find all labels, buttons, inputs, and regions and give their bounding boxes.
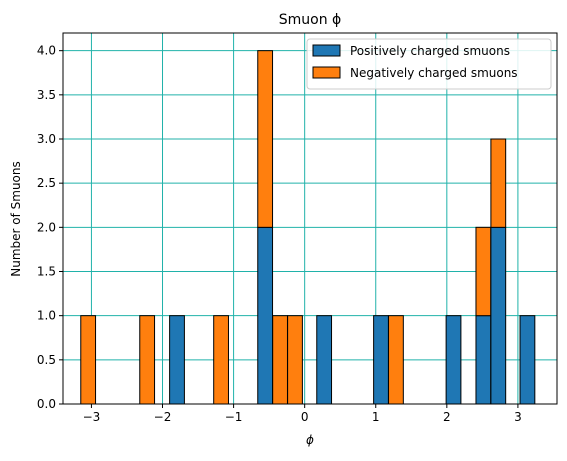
y-tick-label: 2.0 (37, 220, 56, 234)
bar-positive (170, 316, 185, 404)
legend-swatch-negative (313, 67, 340, 78)
legend-swatch-positive (313, 45, 340, 56)
bar-negative (273, 316, 288, 404)
y-tick-label: 0.0 (37, 397, 56, 411)
bar-negative (491, 139, 506, 227)
bar-negative (81, 316, 96, 404)
bar-negative (140, 316, 155, 404)
x-tick-label: 1 (372, 410, 380, 424)
y-tick-label: 3.5 (37, 88, 56, 102)
y-tick-label: 0.5 (37, 353, 56, 367)
bar-positive (491, 227, 506, 404)
x-tick-label: 2 (443, 410, 451, 424)
y-tick-label: 1.0 (37, 309, 56, 323)
x-tick-label: 0 (301, 410, 309, 424)
x-tick-label: −1 (225, 410, 243, 424)
bar-positive (520, 316, 535, 404)
y-tick-label: 3.0 (37, 132, 56, 146)
chart-title: Smuon ϕ (279, 12, 342, 28)
bar-positive (374, 316, 389, 404)
bar-negative (389, 316, 404, 404)
legend: Positively charged smuons Negatively cha… (307, 39, 551, 89)
bar-positive (446, 316, 461, 404)
bar-negative (258, 51, 273, 228)
bar-positive (258, 227, 273, 404)
x-tick-label: 3 (514, 410, 522, 424)
y-tick-label: 2.5 (37, 176, 56, 190)
x-axis-label: ϕ (306, 433, 314, 447)
x-tick-label: −3 (83, 410, 101, 424)
bar-negative (214, 316, 229, 404)
legend-label-positive: Positively charged smuons (350, 44, 510, 58)
y-tick-label: 1.5 (37, 265, 56, 279)
bar-negative (288, 316, 303, 404)
y-axis-label: Number of Smuons (9, 161, 23, 277)
x-tick-label: −2 (154, 410, 172, 424)
y-tick-label: 4.0 (37, 44, 56, 58)
bar-negative (476, 227, 491, 315)
bar-positive (476, 316, 491, 404)
legend-label-negative: Negatively charged smuons (350, 66, 518, 80)
bar-positive (317, 316, 332, 404)
